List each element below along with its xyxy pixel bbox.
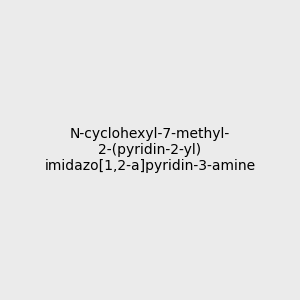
Text: N-cyclohexyl-7-methyl-
2-(pyridin-2-yl)
imidazo[1,2-a]pyridin-3-amine: N-cyclohexyl-7-methyl- 2-(pyridin-2-yl) … <box>44 127 256 173</box>
